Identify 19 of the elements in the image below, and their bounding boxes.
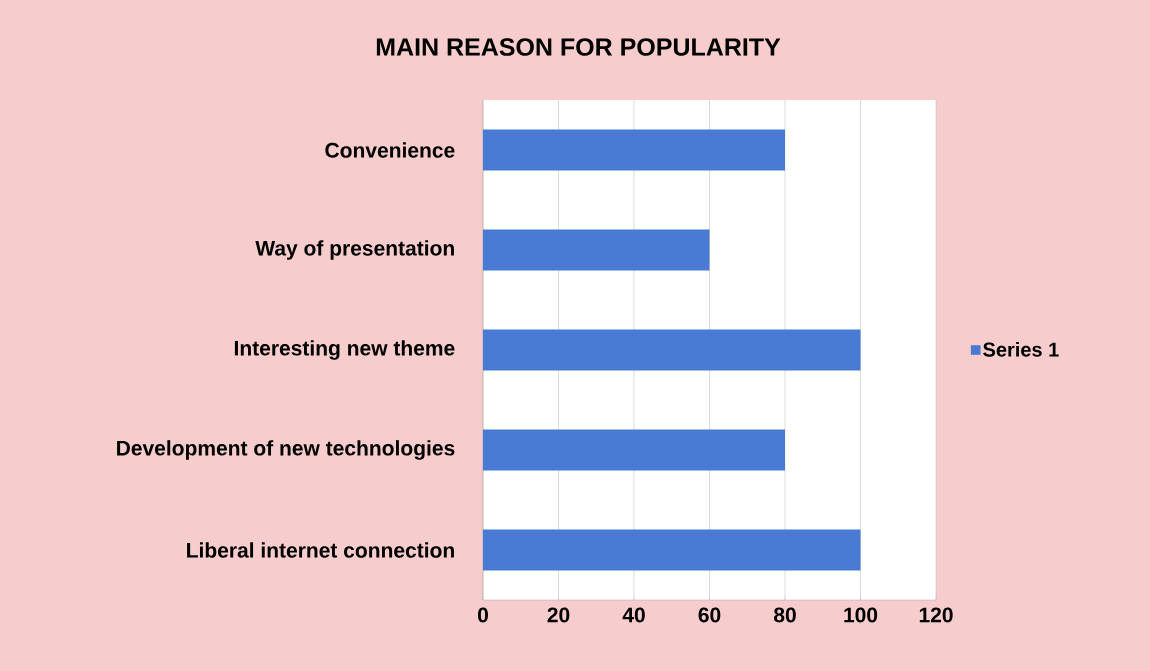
bar — [483, 429, 785, 471]
y-tick-label: Interesting new theme — [234, 340, 455, 360]
legend-label: Series 1 — [983, 342, 1059, 357]
x-tick-label: 20 — [547, 607, 570, 623]
bar — [483, 129, 785, 171]
bar — [483, 229, 710, 271]
x-tick-label: 0 — [477, 607, 488, 623]
y-tick-label: Liberal internet connection — [187, 542, 454, 558]
y-tick-label: Development of new technologies — [117, 440, 455, 460]
x-tick-label: 60 — [698, 607, 721, 623]
bar — [483, 329, 861, 371]
x-tick-label: 80 — [774, 607, 796, 623]
y-tick-label: Convenience — [325, 142, 455, 158]
y-tick-label: Way of presentation — [255, 240, 454, 260]
x-tick-label: 120 — [919, 607, 953, 623]
x-tick-label: 40 — [622, 607, 645, 623]
chart-title: MAIN REASON FOR POPULARITY — [376, 38, 781, 56]
bar — [483, 529, 861, 571]
x-tick-label: 100 — [844, 607, 878, 623]
